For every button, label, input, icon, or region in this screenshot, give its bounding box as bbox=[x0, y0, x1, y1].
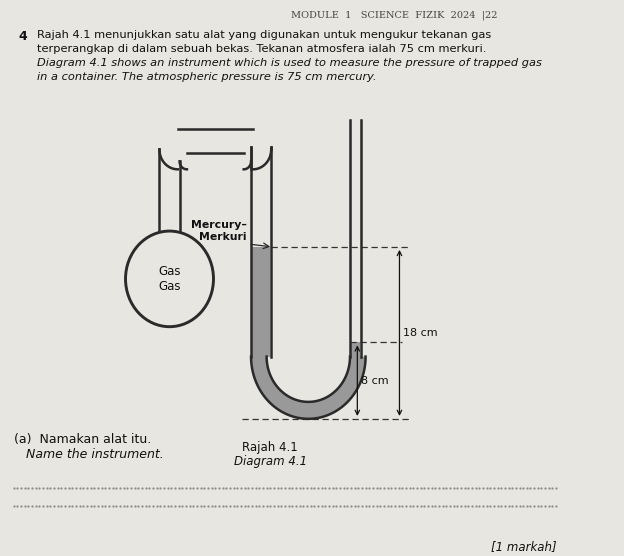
Text: Diagram 4.1 shows an instrument which is used to measure the pressure of trapped: Diagram 4.1 shows an instrument which is… bbox=[37, 58, 542, 68]
Text: 8 cm: 8 cm bbox=[361, 376, 389, 386]
Text: Name the instrument.: Name the instrument. bbox=[26, 448, 163, 461]
Text: Rajah 4.1: Rajah 4.1 bbox=[242, 441, 298, 454]
Text: MODULE  1   SCIENCE  FIZIK  2024  |22: MODULE 1 SCIENCE FIZIK 2024 |22 bbox=[291, 11, 497, 21]
Text: [1 markah]: [1 markah] bbox=[492, 540, 557, 553]
Text: Gas
Gas: Gas Gas bbox=[158, 265, 181, 293]
Text: terperangkap di dalam sebuah bekas. Tekanan atmosfera ialah 75 cm merkuri.: terperangkap di dalam sebuah bekas. Teka… bbox=[37, 44, 486, 54]
Text: 18 cm: 18 cm bbox=[403, 328, 438, 338]
Text: (a)  Namakan alat itu.: (a) Namakan alat itu. bbox=[14, 433, 151, 446]
Polygon shape bbox=[351, 342, 360, 356]
Polygon shape bbox=[251, 356, 366, 419]
Text: Diagram 4.1: Diagram 4.1 bbox=[234, 455, 307, 468]
Text: in a container. The atmospheric pressure is 75 cm mercury.: in a container. The atmospheric pressure… bbox=[37, 72, 376, 82]
Text: 4: 4 bbox=[18, 30, 27, 43]
Polygon shape bbox=[252, 247, 270, 356]
Text: Rajah 4.1 menunjukkan satu alat yang digunakan untuk mengukur tekanan gas: Rajah 4.1 menunjukkan satu alat yang dig… bbox=[37, 30, 491, 40]
Text: Mercury–
Merkuri: Mercury– Merkuri bbox=[190, 220, 246, 242]
